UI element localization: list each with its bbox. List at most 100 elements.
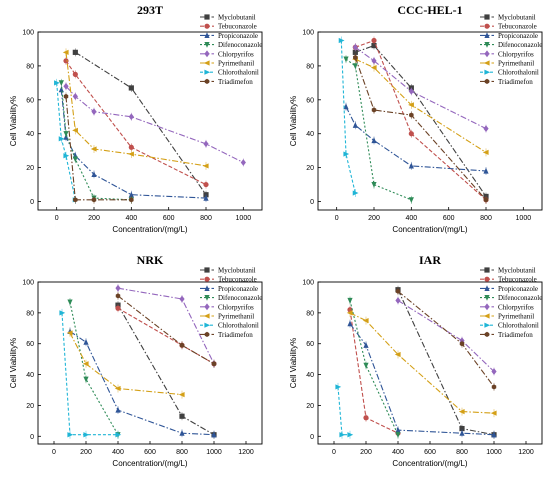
data-point [91, 197, 97, 203]
data-point [211, 361, 217, 367]
legend-marker [484, 50, 490, 58]
data-point [371, 181, 377, 188]
series-line [65, 52, 207, 167]
legend-label: Pyrimethanil [498, 60, 534, 68]
data-point [409, 112, 414, 118]
data-series [66, 328, 185, 399]
legend-item: Chlorothalonil [200, 322, 259, 330]
legend-label: Triadimefon [498, 78, 533, 86]
legend-marker [204, 14, 210, 20]
y-tick-label: 20 [306, 165, 314, 172]
y-tick-label: 0 [310, 199, 314, 206]
data-point [91, 171, 97, 177]
legend-item: Myclobutanil [200, 267, 256, 275]
chart-title: NRK [137, 253, 164, 267]
data-point [83, 376, 89, 383]
legend-item: Chlorpyrifos [480, 50, 534, 58]
series-line [65, 60, 207, 186]
data-series [352, 41, 489, 201]
data-point [458, 409, 465, 415]
series-line [337, 386, 350, 436]
x-tick-label: 1200 [238, 449, 254, 456]
x-tick-label: 600 [424, 449, 436, 456]
data-point [339, 432, 346, 438]
data-point [240, 159, 246, 166]
y-tick-label: 80 [306, 63, 314, 70]
data-point [128, 151, 134, 157]
legend-item: Chlorpyrifos [200, 303, 254, 311]
legend-item: Propiconazole [480, 32, 538, 40]
data-point [395, 297, 401, 304]
y-tick-label: 0 [30, 434, 34, 441]
data-point [82, 361, 89, 367]
legend-item: Pyrimethanil [200, 313, 254, 321]
data-point [83, 338, 89, 345]
legend-marker [204, 285, 210, 291]
legend-label: Propiconazole [498, 285, 538, 293]
series-line [69, 332, 183, 396]
legend-label: Myclobutanil [498, 267, 536, 275]
data-point [353, 54, 358, 61]
data-series [67, 298, 121, 439]
x-tick-label: 1200 [518, 449, 534, 456]
data-point [482, 149, 489, 155]
legend-item: Difenoconazole [480, 41, 542, 49]
data-point [459, 430, 465, 436]
y-axis-label: Cell Viability% [289, 338, 298, 389]
y-tick-label: 20 [306, 403, 314, 410]
legend-item: Pyrimethanil [480, 60, 534, 68]
legend-marker [204, 32, 210, 38]
legend-item: Pyrimethanil [480, 313, 534, 321]
series-line [354, 57, 487, 201]
x-tick-label: 0 [335, 215, 339, 222]
legend-label: Chlorpyrifos [498, 50, 534, 58]
data-point [128, 113, 134, 121]
legend-label: Triadimefon [218, 331, 253, 339]
data-point [62, 49, 69, 55]
data-point [347, 432, 354, 438]
data-series [67, 327, 217, 439]
y-axis-label: Cell Viability% [9, 338, 18, 389]
chart-title: CCC-HEL-1 [397, 3, 462, 17]
data-series [62, 48, 209, 170]
data-series [58, 85, 209, 203]
legend-label: Difenoconazole [218, 41, 262, 49]
series-line [349, 312, 495, 414]
data-point [128, 191, 134, 198]
legend-label: Myclobutanil [218, 14, 256, 22]
legend-marker [204, 78, 210, 84]
x-tick-label: 400 [405, 215, 417, 222]
x-tick-label: 800 [200, 215, 212, 222]
x-tick-label: 200 [360, 449, 372, 456]
data-point [370, 65, 377, 71]
series-line [60, 82, 132, 201]
y-tick-label: 80 [306, 310, 314, 317]
data-series [346, 308, 497, 418]
x-tick-label: 1000 [486, 449, 502, 456]
y-tick-label: 40 [306, 372, 314, 379]
chart-panel: IAR 0 200 400 600 800 1000 1200 0 20 40 60 80 100 Conc… [289, 253, 543, 468]
y-tick-label: 60 [306, 341, 314, 348]
data-point [115, 406, 121, 413]
data-series [59, 308, 122, 439]
series-line [355, 44, 487, 197]
plot-frame [37, 31, 263, 211]
data-point [491, 384, 497, 390]
legend-label: Propiconazole [218, 285, 258, 293]
data-series [347, 305, 401, 438]
y-tick-label: 100 [22, 30, 34, 37]
x-tick-label: 0 [332, 449, 336, 456]
data-point [491, 431, 497, 438]
legend-item: Tebuconazole [200, 276, 257, 284]
data-point [59, 310, 66, 316]
data-point [352, 122, 358, 128]
series-line [397, 300, 495, 372]
legend-label: Pyrimethanil [218, 313, 254, 321]
series-line [354, 46, 487, 130]
legend-marker [204, 303, 210, 311]
legend-item: Chlorothalonil [480, 69, 539, 77]
data-point [67, 299, 73, 306]
series-line [56, 82, 76, 200]
y-tick-label: 60 [26, 341, 34, 348]
